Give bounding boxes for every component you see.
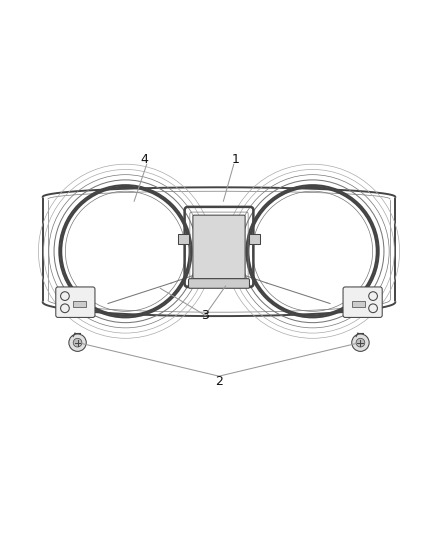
Text: 2: 2 — [215, 375, 223, 389]
FancyBboxPatch shape — [56, 287, 95, 318]
FancyBboxPatch shape — [193, 215, 245, 279]
Circle shape — [352, 334, 369, 351]
Circle shape — [69, 334, 86, 351]
Bar — [352, 301, 365, 308]
Bar — [178, 235, 189, 244]
FancyBboxPatch shape — [188, 279, 250, 288]
Circle shape — [73, 338, 82, 347]
Bar — [249, 235, 260, 244]
FancyBboxPatch shape — [343, 287, 382, 318]
Text: 1: 1 — [232, 154, 240, 166]
Circle shape — [356, 338, 365, 347]
Text: 4: 4 — [140, 154, 148, 166]
Bar — [73, 301, 86, 308]
Text: 3: 3 — [201, 309, 209, 322]
